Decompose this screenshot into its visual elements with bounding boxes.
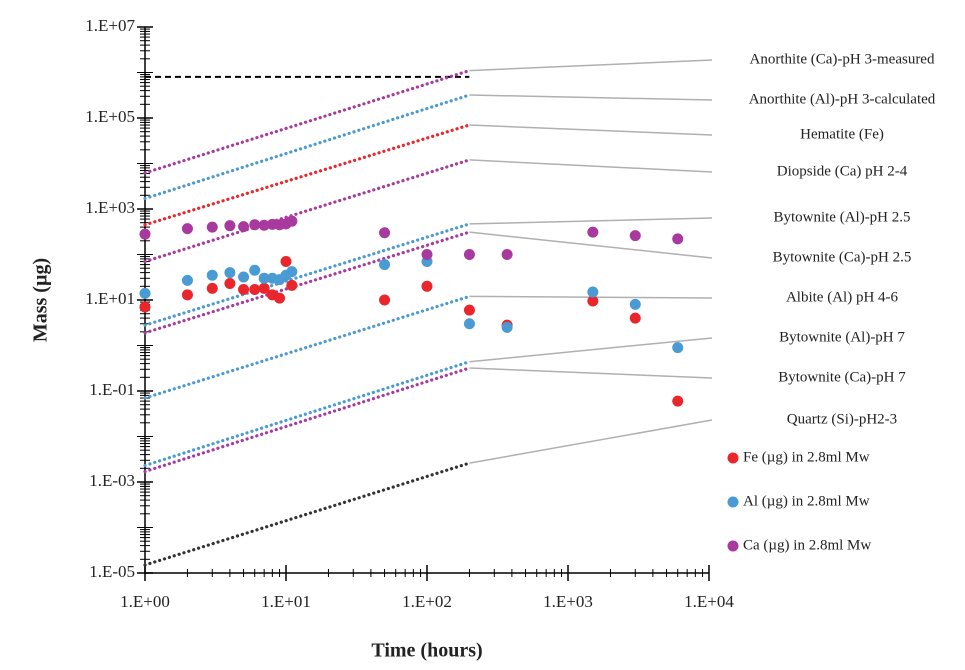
data-point [587, 226, 599, 238]
data-point [463, 318, 475, 330]
data-point [238, 221, 250, 233]
legend-marker [727, 452, 739, 464]
leader-line [469, 419, 713, 464]
line-label: Quartz (Si)-pH2-3 [787, 411, 897, 427]
y-axis-title: Mass (µg) [30, 258, 52, 342]
legend-label: Fe (µg) in 2.8ml Mw [743, 449, 870, 465]
data-point [286, 215, 298, 227]
data-point [258, 219, 270, 231]
line-label: Diopside (Ca) pH 2-4 [777, 163, 908, 179]
data-point [274, 292, 286, 304]
data-point [224, 220, 236, 232]
leader-line [469, 367, 713, 379]
leader-line [469, 217, 713, 225]
data-point [249, 264, 261, 276]
x-tick-label: 1.E+00 [120, 592, 170, 611]
data-point [280, 256, 292, 268]
leader-line [469, 159, 713, 173]
data-point [672, 233, 684, 245]
trend-line [143, 294, 471, 400]
legend-marker [727, 540, 739, 552]
line-label: Bytownite (Ca)-pH 2.5 [773, 249, 912, 265]
x-tick-label: 1.E+01 [261, 592, 311, 611]
data-point [238, 284, 250, 296]
trend-line [143, 158, 471, 264]
data-point [629, 230, 641, 242]
data-point [206, 269, 218, 281]
y-tick-label: 1.E-05 [89, 562, 135, 581]
leader-line [469, 94, 713, 101]
y-tick-label: 1.E-01 [89, 380, 135, 399]
trend-line [143, 366, 471, 474]
trend-line [143, 93, 471, 201]
data-point [224, 267, 236, 279]
legend-label: Ca (µg) in 2.8ml Mw [743, 537, 871, 553]
trend-line [143, 69, 471, 175]
data-point [587, 286, 599, 298]
legend-marker [727, 496, 739, 508]
data-point [258, 272, 270, 284]
y-tick-label: 1.E+07 [85, 16, 135, 35]
data-point [379, 227, 391, 239]
trend-line [143, 360, 471, 468]
line-label: Hematite (Fe) [800, 126, 884, 142]
data-point [421, 249, 433, 260]
data-point [379, 259, 391, 271]
data-point [249, 219, 261, 231]
data-point [181, 289, 193, 301]
line-label: Albite (Al) pH 4-6 [786, 289, 899, 305]
data-point [139, 287, 151, 299]
x-tick-label: 1.E+04 [684, 592, 734, 611]
leader-line [469, 124, 713, 136]
data-point [501, 321, 513, 333]
y-tick-label: 1.E-03 [89, 471, 135, 490]
x-axis-title: Time (hours) [371, 640, 482, 662]
y-tick-label: 1.E+03 [85, 198, 135, 217]
legend-label: Al (µg) in 2.8ml Mw [743, 493, 870, 509]
line-label: Bytownite (Al)-pH 2.5 [773, 209, 910, 225]
line-label: Anorthite (Ca)-pH 3-measured [750, 51, 935, 67]
x-tick-label: 1.E+02 [402, 592, 452, 611]
data-point [206, 221, 218, 233]
data-point [379, 294, 391, 306]
trend-line [143, 230, 471, 335]
data-point [139, 301, 151, 313]
data-point [501, 249, 513, 260]
data-point [258, 282, 270, 294]
data-point [629, 298, 641, 310]
x-tick-label: 1.E+03 [543, 592, 593, 611]
y-tick-label: 1.E+05 [85, 107, 135, 126]
data-point [206, 282, 218, 294]
leader-line [469, 337, 713, 363]
y-tick-label: 1.E+01 [85, 289, 135, 308]
trend-line [143, 461, 471, 567]
data-point [238, 271, 250, 283]
data-point [587, 295, 599, 307]
data-point [463, 304, 475, 316]
line-label: Bytownite (Al)-pH 7 [779, 329, 905, 345]
leader-line [469, 231, 713, 259]
data-point [224, 278, 236, 290]
trend-line [143, 123, 471, 227]
data-point [181, 223, 193, 235]
line-label: Anorthite (Al)-pH 3-calculated [749, 91, 936, 107]
data-point [629, 312, 641, 324]
line-label: Bytownite (Ca)-pH 7 [778, 369, 906, 385]
data-point [286, 279, 298, 291]
data-point [139, 228, 151, 240]
leader-line [469, 59, 713, 72]
data-point [249, 284, 261, 296]
data-point [672, 395, 684, 407]
data-point [672, 342, 684, 354]
trend-line [143, 222, 471, 327]
data-point [286, 266, 298, 278]
data-point [421, 280, 433, 292]
data-point [181, 274, 193, 286]
data-point [463, 249, 475, 260]
